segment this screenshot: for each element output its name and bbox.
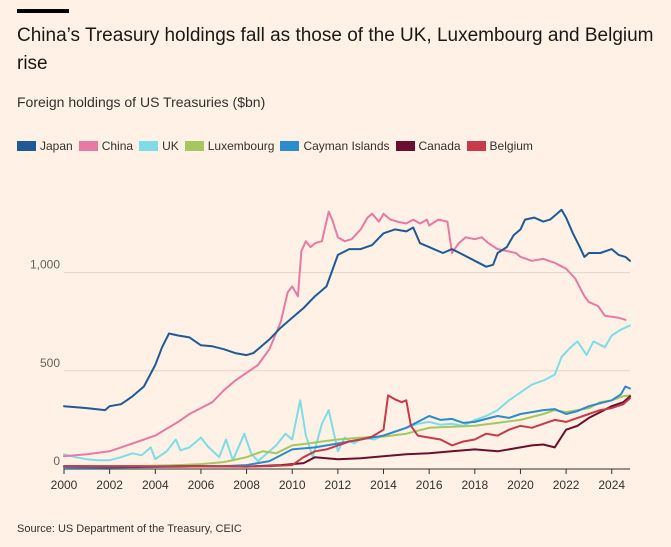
legend-label: UK [162, 139, 179, 153]
series-line-cayman-islands [63, 385, 631, 469]
x-tick-label: 2006 [188, 478, 215, 492]
x-tick-label: 2010 [279, 478, 306, 492]
legend-item-china: China [78, 139, 134, 153]
legend-swatch [184, 141, 204, 151]
x-tick-label: 2020 [507, 478, 534, 492]
y-tick-label: 1,000 [30, 258, 60, 272]
series-line-uk [63, 324, 631, 463]
y-tick-label: 500 [40, 356, 60, 370]
series-line-china [63, 210, 627, 458]
x-tick-label: 2022 [553, 478, 580, 492]
legend-swatch [395, 141, 415, 151]
legend-item-uk: UK [139, 139, 179, 153]
legend-label: Canada [418, 139, 461, 153]
line-chart: 0 500 1,000 2000 2002 2004 2006 2008 2010 2012 201… [30, 208, 631, 492]
x-tick-label: 2008 [233, 478, 260, 492]
legend-label: China [101, 139, 134, 153]
legend-label: Cayman Islands [303, 139, 390, 153]
x-tick-label: 2002 [96, 478, 123, 492]
legend-item-cayman-islands: Cayman Islands [280, 139, 390, 153]
source-note: Source: US Department of the Treasury, C… [17, 523, 242, 535]
legend-label: Belgium [489, 139, 533, 153]
x-tick-label: 2018 [461, 478, 488, 492]
legend-label: Japan [40, 139, 73, 153]
legend-swatch [78, 141, 98, 151]
series-line-luxembourg [63, 394, 631, 468]
legend: Japan China UK Luxembourg Cayman Islands… [17, 139, 539, 153]
x-tick-label: 2024 [598, 478, 625, 492]
legend-item-luxembourg: Luxembourg [184, 139, 275, 153]
series-line-japan [63, 208, 631, 412]
legend-swatch [139, 141, 159, 151]
legend-item-japan: Japan [17, 139, 73, 153]
x-tick-label: 2004 [142, 478, 169, 492]
x-tick-label: 2016 [416, 478, 443, 492]
x-tick-label: 2000 [51, 478, 78, 492]
legend-label: Luxembourg [207, 139, 275, 153]
legend-item-canada: Canada [395, 139, 461, 153]
x-tick-label: 2014 [370, 478, 397, 492]
chart-title: China’s Treasury holdings fall as those … [17, 25, 654, 74]
x-tick-label: 2012 [325, 478, 352, 492]
brand-bar [17, 9, 69, 13]
legend-item-belgium: Belgium [466, 139, 533, 153]
legend-swatch [466, 141, 486, 151]
legend-swatch [280, 141, 300, 151]
chart-subtitle: Foreign holdings of US Treasuries ($bn) [17, 94, 266, 110]
series-line-belgium [63, 394, 631, 468]
legend-swatch [17, 141, 36, 151]
y-tick-label: 0 [53, 454, 60, 468]
series-line-canada [63, 395, 631, 468]
